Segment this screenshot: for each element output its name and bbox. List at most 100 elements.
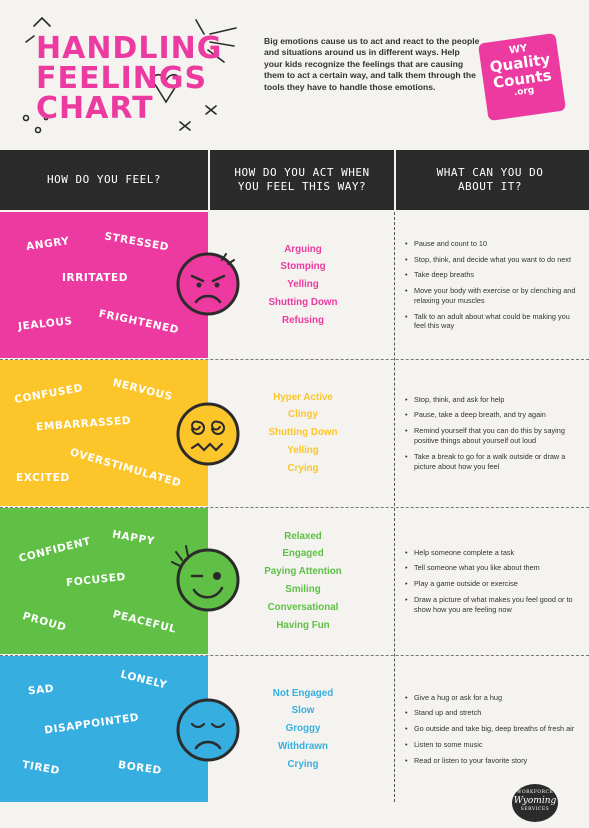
seal-line-2: Wyoming — [513, 796, 557, 806]
dizzy-face-icon — [176, 402, 240, 466]
action-item: Crying — [287, 758, 319, 770]
feeling-row-confident: CONFIDENT HAPPY FOCUSED PROUD PEACEFUL R… — [0, 508, 589, 654]
action-item: Having Fun — [276, 619, 330, 631]
seal-line-1: WORKFORCE — [516, 790, 554, 795]
tip-item: Pause, take a deep breath, and try again — [404, 410, 580, 420]
actions-list: Not Engaged Slow Groggy Withdrawn Crying — [212, 656, 394, 802]
tip-item: Remind yourself that you can do this by … — [404, 426, 580, 446]
action-item: Clingy — [288, 409, 318, 421]
feeling-word: BORED — [117, 759, 163, 777]
feeling-word: CONFIDENT — [17, 535, 93, 565]
feeling-word: EXCITED — [16, 472, 70, 484]
feeling-word: FRIGHTENED — [97, 307, 180, 337]
actions-list: Arguing Stomping Yelling Shutting Down R… — [212, 212, 394, 358]
action-item: Yelling — [287, 444, 319, 456]
feeling-words-panel: ANGRY STRESSED IRRITATED JEALOUS FRIGHTE… — [0, 212, 208, 358]
tip-item: Stop, think, and ask for help — [404, 395, 580, 405]
tip-item: Help someone complete a task — [404, 548, 580, 558]
feeling-words-panel: CONFUSED NERVOUS EMBARRASSED OVERSTIMULA… — [0, 360, 208, 506]
action-item: Stomping — [280, 261, 326, 273]
header-divider — [208, 150, 210, 210]
tip-item: Stand up and stretch — [404, 708, 580, 718]
feeling-words-panel: CONFIDENT HAPPY FOCUSED PROUD PEACEFUL — [0, 508, 208, 654]
header-act: HOW DO YOU ACT WHEN YOU FEEL THIS WAY? — [234, 166, 370, 193]
feeling-row-angry: ANGRY STRESSED IRRITATED JEALOUS FRIGHTE… — [0, 212, 589, 358]
angry-face-icon — [176, 252, 240, 316]
actions-list: Hyper Active Clingy Shutting Down Yellin… — [212, 360, 394, 506]
action-item: Hyper Active — [273, 391, 333, 403]
tip-item: Tell someone what you like about them — [404, 563, 580, 573]
title-line-3: CHART — [36, 91, 154, 126]
title-area: HANDLING FEELINGS CHART — [14, 12, 244, 142]
feeling-word: FOCUSED — [65, 570, 127, 590]
tip-item: Take deep breaths — [404, 270, 580, 280]
tip-item: Go outside and take big, deep breaths of… — [404, 724, 580, 734]
action-item: Smiling — [285, 584, 321, 595]
feeling-row-sad: SAD LONELY DISAPPOINTED TIRED BORED Not … — [0, 656, 589, 802]
action-item: Paying Attention — [264, 566, 342, 578]
feeling-word: OVERSTIMULATED — [68, 446, 183, 490]
feeling-words-panel: SAD LONELY DISAPPOINTED TIRED BORED — [0, 656, 208, 802]
feeling-word: CONFUSED — [13, 382, 84, 406]
title-doodles — [22, 16, 237, 134]
feeling-word: ANGRY — [25, 235, 71, 253]
tips-list: Give a hug or ask for a hug Stand up and… — [404, 656, 580, 802]
feeling-word: LONELY — [119, 668, 169, 692]
actions-list: Relaxed Engaged Paying Attention Smiling… — [212, 508, 394, 654]
feeling-word: SAD — [27, 682, 55, 698]
title-line-1: HANDLING — [36, 31, 223, 66]
feeling-word: IRRITATED — [62, 272, 129, 284]
action-item: Refusing — [282, 314, 324, 326]
row-divider — [0, 507, 589, 508]
feeling-word: PROUD — [21, 610, 68, 634]
action-item: Not Engaged — [272, 687, 334, 699]
tip-item: Read or listen to your favorite story — [404, 756, 580, 766]
winking-face-icon — [171, 545, 240, 612]
feeling-word: HAPPY — [111, 528, 156, 548]
feeling-word: DISAPPOINTED — [43, 711, 140, 737]
tips-list: Help someone complete a task Tell someon… — [404, 508, 580, 654]
title-line-2: FEELINGS — [36, 61, 208, 96]
header-feel: HOW DO YOU FEEL? — [47, 173, 161, 186]
tip-item: Move your body with exercise or by clenc… — [404, 286, 580, 306]
row-divider — [0, 359, 589, 360]
action-item: Conversational — [267, 601, 339, 613]
action-item: Slow — [291, 705, 315, 717]
tip-item: Take a break to go for a walk outside or… — [404, 452, 580, 472]
table-header: HOW DO YOU FEEL? HOW DO YOU ACT WHEN YOU… — [0, 150, 589, 210]
feeling-word: PEACEFUL — [111, 608, 178, 636]
feeling-word: JEALOUS — [17, 315, 74, 333]
action-item: Groggy — [285, 723, 321, 735]
header-divider — [394, 150, 396, 210]
page-title: HANDLING FEELINGS CHART — [36, 34, 222, 124]
feeling-word: STRESSED — [103, 230, 170, 254]
feeling-row-confused: CONFUSED NERVOUS EMBARRASSED OVERSTIMULA… — [0, 360, 589, 506]
intro-text: Big emotions cause us to act and react t… — [264, 36, 480, 92]
wyoming-workforce-services-seal: WORKFORCE Wyoming SERVICES — [512, 784, 558, 822]
header-do: WHAT CAN YOU DO ABOUT IT? — [436, 166, 544, 193]
wy-quality-counts-logo: WY Quality Counts .org — [477, 32, 567, 122]
tip-item: Play a game outside or exercise — [404, 579, 580, 589]
action-item: Arguing — [284, 243, 322, 255]
action-item: Shutting Down — [268, 427, 338, 439]
action-item: Shutting Down — [268, 296, 338, 308]
action-item: Crying — [287, 462, 319, 474]
sad-face-icon — [176, 698, 240, 762]
feeling-word: EMBARRASSED — [35, 414, 132, 434]
tip-item: Pause and count to 10 — [404, 239, 580, 249]
action-item: Relaxed — [284, 530, 322, 542]
row-divider — [0, 655, 589, 656]
feeling-word: TIRED — [21, 758, 61, 778]
tip-item: Give a hug or ask for a hug — [404, 693, 580, 703]
tip-item: Talk to an adult about what could be mak… — [404, 312, 580, 332]
action-item: Yelling — [287, 279, 319, 291]
feeling-word: NERVOUS — [111, 376, 174, 404]
action-item: Engaged — [282, 548, 324, 560]
tip-item: Listen to some music — [404, 740, 580, 750]
tip-item: Stop, think, and decide what you want to… — [404, 255, 580, 265]
action-item: Withdrawn — [278, 740, 328, 752]
tip-item: Draw a picture of what makes you feel go… — [404, 595, 580, 615]
tips-list: Stop, think, and ask for help Pause, tak… — [404, 360, 580, 506]
tips-list: Pause and count to 10 Stop, think, and d… — [404, 212, 580, 358]
